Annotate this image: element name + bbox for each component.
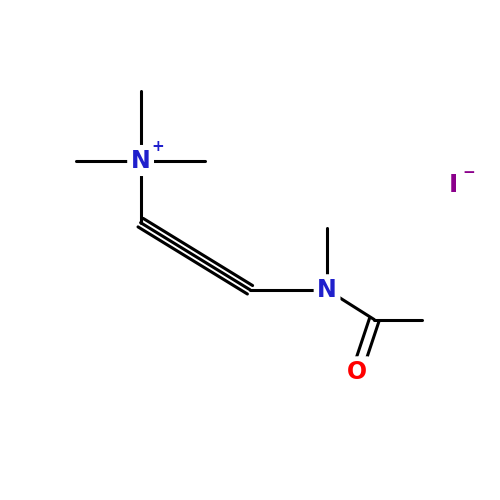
Text: O: O	[347, 360, 367, 384]
Text: I: I	[449, 174, 458, 198]
Text: +: +	[152, 139, 164, 154]
Text: O: O	[347, 360, 367, 384]
Text: N: N	[317, 278, 337, 302]
Text: N: N	[317, 278, 337, 302]
Text: −: −	[463, 166, 475, 180]
Text: N: N	[130, 148, 150, 172]
Text: N: N	[130, 148, 150, 172]
